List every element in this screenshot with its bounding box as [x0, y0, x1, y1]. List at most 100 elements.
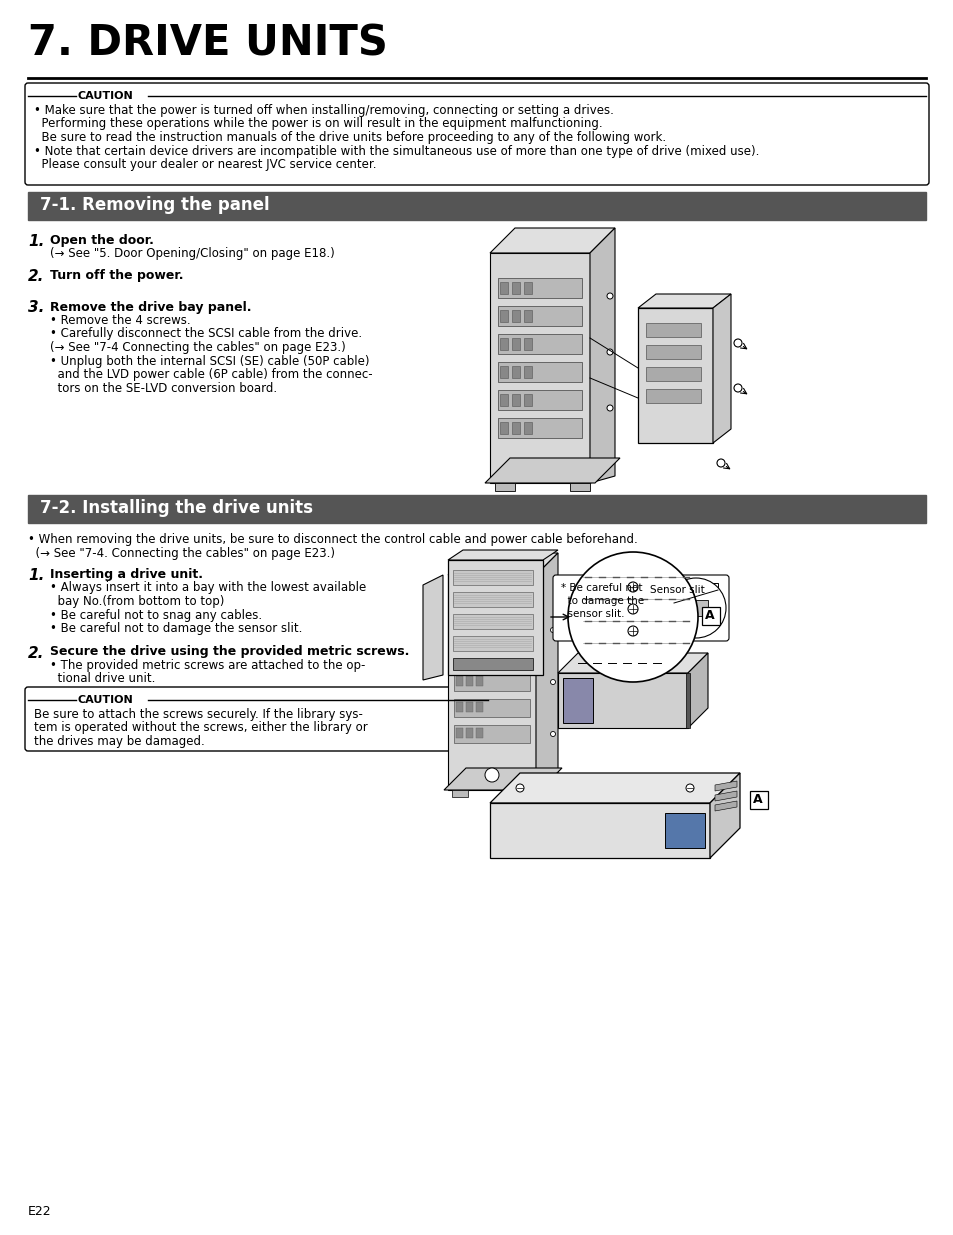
Bar — [512, 422, 519, 433]
Bar — [454, 595, 530, 613]
Bar — [497, 306, 581, 326]
Bar — [523, 310, 532, 322]
Bar — [476, 727, 482, 739]
Circle shape — [550, 627, 555, 632]
Bar — [476, 624, 482, 634]
Bar — [749, 790, 767, 809]
Bar — [453, 614, 533, 629]
Bar — [499, 338, 507, 350]
Circle shape — [550, 731, 555, 736]
Text: sensor slit.: sensor slit. — [560, 609, 624, 619]
Circle shape — [550, 679, 555, 684]
Polygon shape — [687, 653, 707, 727]
Bar — [519, 790, 536, 797]
Text: Inserting a drive unit.: Inserting a drive unit. — [50, 568, 203, 580]
Polygon shape — [714, 802, 737, 811]
Bar — [523, 394, 532, 406]
Text: • When removing the drive units, be sure to disconnect the control cable and pow: • When removing the drive units, be sure… — [28, 534, 638, 546]
Bar — [558, 673, 687, 727]
Bar — [465, 624, 473, 634]
Circle shape — [665, 578, 725, 638]
Bar — [645, 345, 700, 359]
Circle shape — [627, 582, 638, 592]
Polygon shape — [714, 781, 737, 790]
Bar — [495, 483, 515, 492]
Bar — [499, 422, 507, 433]
Bar — [512, 366, 519, 378]
Text: Sensor slit: Sensor slit — [649, 585, 704, 595]
Text: E22: E22 — [28, 1205, 51, 1218]
Bar — [497, 362, 581, 382]
Bar — [476, 701, 482, 713]
Text: • Make sure that the power is turned off when installing/removing, connecting or: • Make sure that the power is turned off… — [34, 104, 613, 117]
Bar — [685, 673, 689, 727]
FancyBboxPatch shape — [25, 687, 491, 751]
Text: CAUTION: CAUTION — [78, 91, 133, 101]
Text: Please consult your dealer or nearest JVC service center.: Please consult your dealer or nearest JV… — [34, 158, 376, 170]
Polygon shape — [484, 458, 619, 483]
Circle shape — [606, 405, 613, 411]
FancyBboxPatch shape — [25, 83, 928, 185]
Text: 2.: 2. — [28, 646, 45, 661]
Bar — [562, 678, 593, 722]
Polygon shape — [490, 228, 615, 253]
Bar — [453, 636, 533, 651]
Bar — [454, 621, 530, 638]
Text: tem is operated without the screws, either the library or: tem is operated without the screws, eith… — [34, 721, 367, 735]
Bar — [499, 282, 507, 294]
Bar — [456, 624, 462, 634]
Circle shape — [484, 768, 498, 782]
Text: * Be careful not: * Be careful not — [560, 583, 641, 593]
Bar — [448, 559, 542, 676]
Text: Open the door.: Open the door. — [50, 233, 153, 247]
Bar — [664, 813, 704, 848]
Polygon shape — [638, 294, 730, 308]
Bar — [453, 592, 533, 606]
Text: • Unplug both the internal SCSI (SE) cable (50P cable): • Unplug both the internal SCSI (SE) cab… — [50, 354, 369, 368]
Polygon shape — [589, 228, 615, 483]
Text: tors on the SE-LVD conversion board.: tors on the SE-LVD conversion board. — [50, 382, 276, 394]
Text: 7. DRIVE UNITS: 7. DRIVE UNITS — [28, 22, 388, 64]
Polygon shape — [422, 576, 442, 680]
Circle shape — [516, 784, 523, 792]
Bar — [683, 600, 707, 616]
Bar — [523, 282, 532, 294]
Text: • Be careful not to damage the sensor slit.: • Be careful not to damage the sensor sl… — [50, 622, 302, 635]
Text: 1.: 1. — [28, 568, 45, 583]
Circle shape — [627, 626, 638, 636]
Polygon shape — [558, 653, 707, 673]
Circle shape — [717, 459, 724, 467]
Bar — [645, 324, 700, 337]
Bar — [456, 676, 462, 685]
Polygon shape — [448, 550, 558, 559]
Bar — [497, 278, 581, 298]
Text: Performing these operations while the power is on will result in the equipment m: Performing these operations while the po… — [34, 117, 602, 131]
Circle shape — [733, 384, 741, 391]
Polygon shape — [536, 553, 558, 790]
Text: • Always insert it into a bay with the lowest available: • Always insert it into a bay with the l… — [50, 582, 366, 594]
Text: Be sure to read the instruction manuals of the drive units before proceeding to : Be sure to read the instruction manuals … — [34, 131, 665, 144]
Text: 3.: 3. — [28, 300, 45, 315]
Text: Secure the drive using the provided metric screws.: Secure the drive using the provided metr… — [50, 646, 409, 658]
Bar — [465, 676, 473, 685]
Text: • The provided metric screws are attached to the op-: • The provided metric screws are attache… — [50, 659, 365, 672]
Text: A: A — [752, 793, 761, 806]
Bar — [28, 495, 925, 522]
Bar — [453, 658, 533, 671]
Bar — [499, 366, 507, 378]
Bar — [701, 606, 720, 625]
Circle shape — [733, 338, 741, 347]
Circle shape — [685, 784, 693, 792]
Text: tional drive unit.: tional drive unit. — [50, 673, 155, 685]
Polygon shape — [490, 773, 740, 803]
Text: to damage the: to damage the — [560, 597, 643, 606]
Text: Turn off the power.: Turn off the power. — [50, 269, 183, 282]
Text: (→ See "5. Door Opening/Closing" on page E18.): (→ See "5. Door Opening/Closing" on page… — [50, 247, 335, 261]
Bar — [454, 725, 530, 743]
Bar — [499, 394, 507, 406]
Bar — [523, 366, 532, 378]
Circle shape — [606, 350, 613, 354]
Bar — [499, 310, 507, 322]
Polygon shape — [443, 768, 561, 790]
Text: • Carefully disconnect the SCSI cable from the drive.: • Carefully disconnect the SCSI cable fr… — [50, 327, 362, 341]
